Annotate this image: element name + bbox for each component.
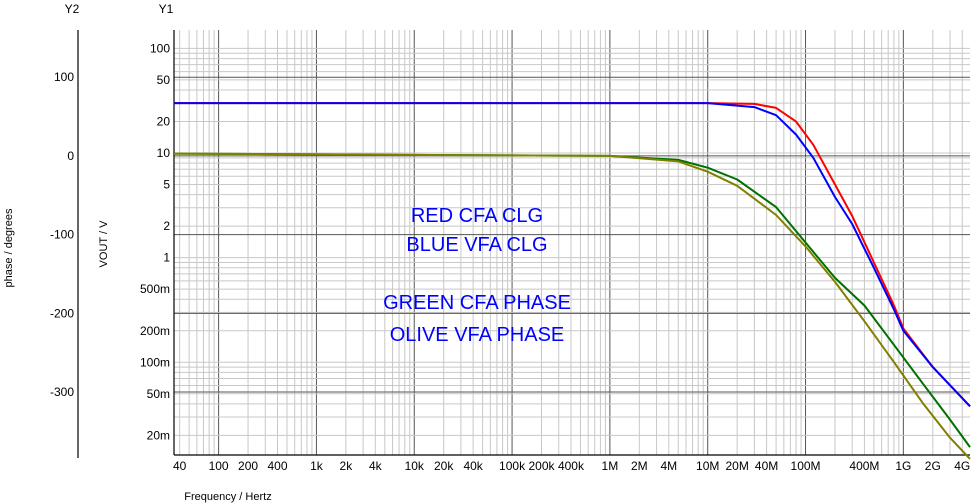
x-tick-label: 4G bbox=[954, 459, 970, 473]
y1-tick-label: 200m bbox=[140, 324, 170, 338]
y1-tick-labels: 100 50 20 10 5 2 1 500m 200m 100m 50m 20m bbox=[140, 41, 170, 442]
annotation-red-cfa: RED CFA CLG bbox=[411, 205, 543, 227]
series-line-0 bbox=[174, 102, 971, 407]
x-tick-label: 40M bbox=[755, 459, 778, 473]
y2-tick-label: -200 bbox=[50, 306, 74, 320]
y1-tick-label: 10 bbox=[157, 146, 171, 160]
y1-tick-label: 20 bbox=[157, 115, 171, 129]
annotation-olive-vfa-phase: OLIVE VFA PHASE bbox=[390, 324, 565, 346]
x-tick-label: 100M bbox=[791, 459, 821, 473]
y1-tick-label: 5 bbox=[163, 178, 170, 192]
y2-tick-label: -300 bbox=[50, 385, 74, 399]
x-tick-label: 400k bbox=[558, 459, 585, 473]
y1-tick-label: 2 bbox=[163, 219, 170, 233]
series-line-3 bbox=[173, 152, 971, 460]
x-tick-label: 200k bbox=[529, 459, 556, 473]
x-tick-label: 1G bbox=[895, 459, 911, 473]
y1-tick-label: 100m bbox=[140, 355, 170, 369]
y2-tick-label: -100 bbox=[50, 228, 74, 242]
y2-axis-title: phase / degrees bbox=[3, 208, 15, 287]
grid bbox=[174, 30, 970, 455]
x-tick-label: 40k bbox=[463, 459, 483, 473]
x-axis-title: Frequency / Hertz bbox=[184, 491, 271, 503]
y1-tick-label: 500m bbox=[140, 282, 170, 296]
x-tick-label: 4k bbox=[369, 459, 383, 473]
y1-tick-label: 1 bbox=[163, 251, 170, 265]
y2-tick-label: 0 bbox=[67, 149, 74, 163]
x-tick-label: 400 bbox=[267, 459, 287, 473]
x-tick-label: 200 bbox=[238, 459, 258, 473]
x-tick-label: 400M bbox=[849, 459, 879, 473]
plot-frame bbox=[77, 30, 970, 458]
x-tick-labels: 40 100 200 400 1k 2k 4k 10k 20k 40k 100k 200k 400k 1M… bbox=[173, 459, 970, 473]
series-layer bbox=[173, 102, 971, 460]
y1-axis-header: Y1 bbox=[159, 2, 174, 16]
x-tick-label: 20k bbox=[434, 459, 454, 473]
x-tick-label: 1k bbox=[310, 459, 324, 473]
x-tick-label: 40 bbox=[173, 459, 187, 473]
x-tick-label: 1M bbox=[602, 459, 619, 473]
series-line-2 bbox=[173, 152, 971, 448]
y1-tick-label: 20m bbox=[147, 428, 170, 442]
y2-tick-labels: 100 0 -100 -200 -300 bbox=[50, 70, 74, 399]
x-tick-label: 20M bbox=[725, 459, 748, 473]
x-tick-label: 2G bbox=[925, 459, 941, 473]
x-tick-label: 4M bbox=[660, 459, 677, 473]
x-tick-label: 10k bbox=[405, 459, 425, 473]
annotation-blue-vfa: BLUE VFA CLG bbox=[406, 234, 547, 256]
x-tick-label: 2M bbox=[631, 459, 648, 473]
y1-tick-label: 50m bbox=[147, 387, 170, 401]
annotation-green-cfa-phase: GREEN CFA PHASE bbox=[383, 292, 571, 314]
x-tick-label: 2k bbox=[340, 459, 354, 473]
x-tick-label: 10M bbox=[696, 459, 719, 473]
y2-tick-label: 100 bbox=[54, 70, 74, 84]
y1-axis-title: VOUT / V bbox=[98, 220, 110, 268]
y1-tick-label: 50 bbox=[157, 73, 171, 87]
x-tick-label: 100 bbox=[209, 459, 229, 473]
y2-axis-header: Y2 bbox=[65, 2, 80, 16]
y1-tick-label: 100 bbox=[150, 41, 170, 55]
x-tick-label: 100k bbox=[499, 459, 526, 473]
series-line-1 bbox=[174, 102, 971, 407]
